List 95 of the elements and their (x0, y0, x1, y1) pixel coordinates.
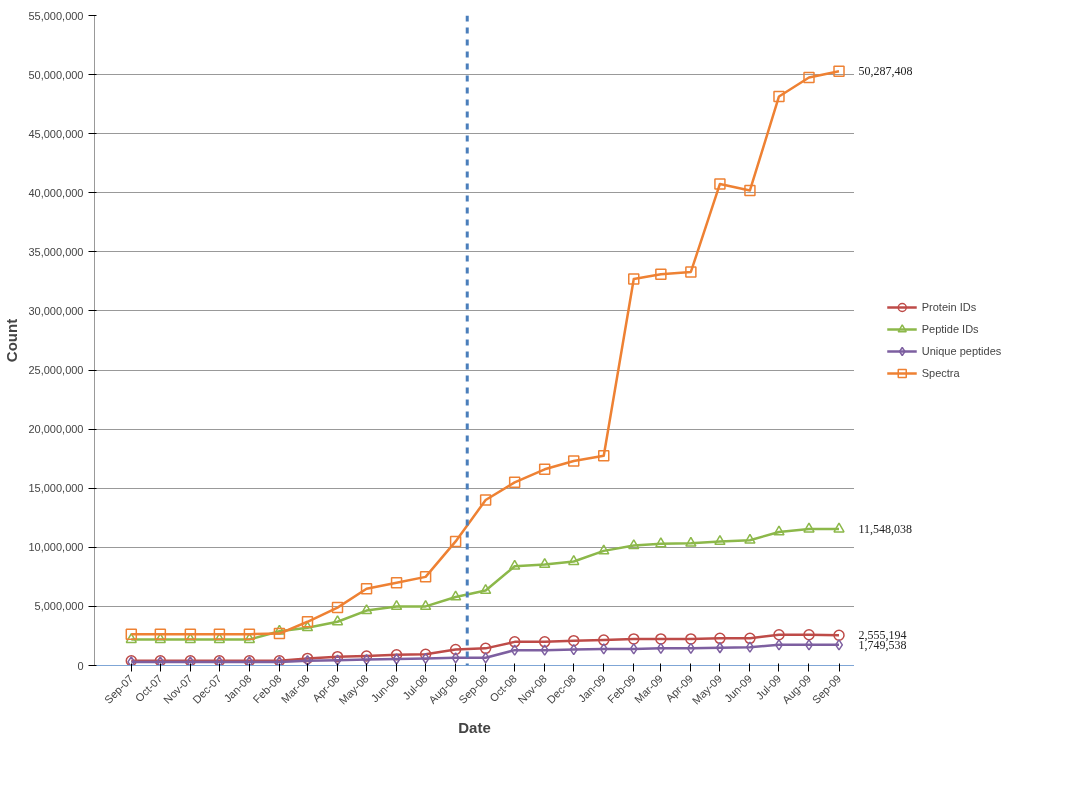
point (333, 654, 342, 666)
y-tick-label: 25,000,000 (28, 364, 84, 377)
point (273, 627, 286, 640)
y-axis-title: Count (3, 318, 21, 363)
point (629, 643, 638, 655)
point (598, 634, 610, 646)
point (833, 65, 845, 77)
point (331, 650, 344, 663)
point (479, 494, 492, 506)
point (773, 90, 785, 103)
point (451, 652, 460, 664)
point (655, 268, 667, 281)
point (243, 628, 256, 640)
y-tick-label: 50,000,000 (28, 68, 84, 81)
point (834, 639, 844, 651)
point (628, 273, 640, 285)
y-tick-label: 5,000,000 (34, 600, 84, 613)
point (419, 571, 432, 583)
point (449, 590, 462, 601)
point (419, 599, 432, 611)
point (538, 463, 551, 476)
point (803, 522, 815, 533)
y-tick-label: 10,000,000 (28, 541, 84, 554)
point (479, 583, 492, 595)
point (125, 628, 138, 640)
point (213, 628, 226, 640)
point (567, 455, 580, 467)
point (655, 537, 667, 548)
point (803, 71, 815, 84)
point (804, 639, 814, 651)
point (360, 604, 373, 615)
point (628, 633, 640, 645)
point (714, 632, 726, 645)
point (392, 653, 401, 665)
point (833, 522, 845, 533)
y-tick-label: 15,000,000 (28, 482, 84, 495)
point (390, 649, 403, 661)
point (685, 266, 697, 278)
point (390, 577, 403, 589)
point (449, 535, 462, 548)
point (125, 632, 138, 644)
point (154, 628, 167, 640)
legend-label: Peptide IDs (921, 323, 979, 335)
point (744, 632, 756, 645)
point (628, 539, 640, 550)
point (184, 628, 197, 640)
data-label: 11,548,038 (858, 522, 913, 537)
point (745, 641, 755, 653)
point (540, 644, 549, 656)
point (479, 642, 492, 655)
point (598, 449, 610, 462)
point (508, 476, 521, 489)
y-tick-label: 55,000,000 (28, 9, 84, 22)
point (301, 616, 314, 628)
point (567, 634, 580, 647)
point (508, 636, 521, 648)
point (331, 615, 344, 626)
point (773, 629, 785, 641)
y-tick-label: 35,000,000 (28, 245, 84, 258)
data-label: 50,287,408 (858, 64, 913, 79)
point (567, 554, 580, 566)
point (715, 642, 725, 654)
x-axis-title: Date (458, 718, 491, 736)
point (685, 633, 697, 645)
point (538, 636, 551, 648)
point (508, 559, 521, 570)
point (774, 639, 784, 651)
y-tick-label: 30,000,000 (28, 304, 84, 317)
point (744, 184, 756, 197)
point (390, 599, 403, 611)
point (685, 536, 697, 547)
point (360, 582, 373, 595)
point (481, 652, 490, 664)
point (655, 633, 667, 645)
point (744, 533, 756, 544)
point (598, 544, 610, 555)
y-tick-label: 0 (77, 659, 84, 672)
point (599, 643, 608, 655)
point (714, 178, 726, 190)
point (510, 644, 519, 656)
legend-label: Unique peptides (921, 345, 1002, 357)
point (331, 601, 344, 614)
point (360, 650, 373, 662)
point (449, 643, 462, 656)
legend-label: Spectra (921, 367, 960, 379)
point (803, 629, 815, 641)
legend-label: Protein IDs (921, 301, 977, 313)
point (538, 557, 551, 569)
point (833, 629, 845, 642)
point (714, 534, 726, 546)
point (773, 525, 785, 536)
y-tick-label: 20,000,000 (28, 423, 84, 436)
y-tick-label: 45,000,000 (28, 127, 84, 140)
point (301, 621, 314, 632)
y-tick-label: 40,000,000 (28, 186, 84, 199)
